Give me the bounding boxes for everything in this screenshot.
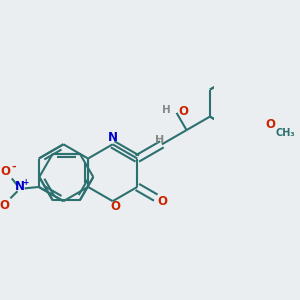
Text: O: O: [110, 200, 121, 213]
Text: +: +: [22, 178, 28, 187]
Text: N: N: [15, 181, 25, 194]
Text: N: N: [108, 131, 118, 144]
Text: O: O: [157, 195, 167, 208]
Text: O: O: [0, 199, 9, 212]
Text: H: H: [162, 105, 171, 115]
Text: O: O: [265, 118, 275, 131]
Text: -: -: [11, 162, 16, 172]
Text: H: H: [155, 135, 165, 145]
Text: O: O: [0, 165, 11, 178]
Text: O: O: [178, 105, 188, 118]
Text: CH₃: CH₃: [275, 128, 295, 138]
